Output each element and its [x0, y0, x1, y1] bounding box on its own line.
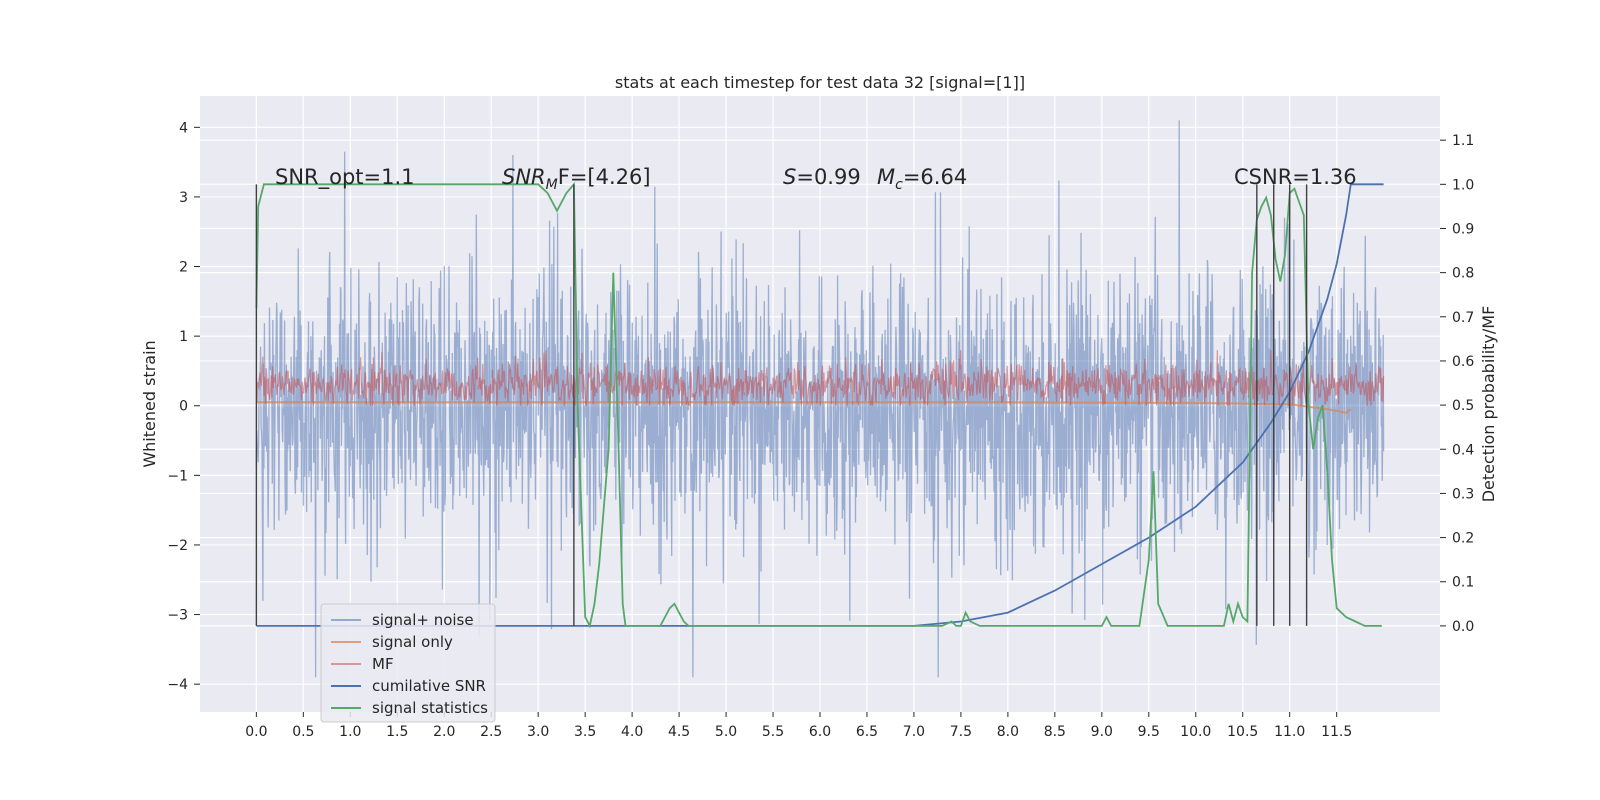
x-tick-label: 10.5 [1227, 724, 1258, 740]
x-tick-label: 6.0 [809, 724, 831, 740]
y-left-tick-label: −2 [167, 538, 188, 554]
annotation-s: S=0.99 [783, 165, 861, 189]
legend-label: signal statistics [372, 699, 488, 717]
y-left-tick-label: 3 [179, 190, 188, 206]
annotation-csnr: CSNR=1.36 [1234, 165, 1357, 189]
x-tick-label: 7.5 [950, 724, 972, 740]
x-tick-label: 9.5 [1138, 724, 1160, 740]
y-right-tick-label: 0.7 [1452, 310, 1474, 326]
x-tick-label: 9.0 [1091, 724, 1113, 740]
chart-title: stats at each timestep for test data 32 … [615, 73, 1025, 92]
x-tick-label: 8.5 [1044, 724, 1066, 740]
x-tick-label: 4.0 [621, 724, 643, 740]
x-tick-label: 7.0 [903, 724, 925, 740]
x-tick-label: 2.5 [480, 724, 502, 740]
x-tick-label: 1.5 [386, 724, 408, 740]
annotation-s-val: =0.99 [796, 165, 860, 189]
annotation-s-sym: S [783, 165, 796, 189]
y-right-tick-label: 0.6 [1452, 354, 1474, 370]
x-tick-label: 0.0 [245, 724, 267, 740]
annotation-snr-mf-sub: M [546, 177, 558, 193]
y-left-tick-label: −1 [167, 468, 188, 484]
x-axis-ticks: 0.0 0.5 1.0 1.5 2.0 2.5 3.0 3.5 4.0 4.5 5.0 5.5 6.0 6… [245, 712, 1352, 740]
y-left-tick-label: 1 [179, 329, 188, 345]
x-tick-label: 6.5 [856, 724, 878, 740]
y-left-tick-label: 4 [179, 120, 188, 136]
y-left-tick-label: −3 [167, 608, 188, 624]
x-tick-label: 1.0 [339, 724, 361, 740]
y-right-axis-ticks: 0.0 0.1 0.2 0.3 0.4 0.5 0.6 0.7 0.8 0.9 1.0 1.1 [1440, 133, 1474, 635]
y-right-tick-label: 0.0 [1452, 619, 1474, 635]
vertical-markers [255, 184, 1308, 626]
annotation-snr-opt: SNR_opt=1.1 [275, 165, 415, 190]
y-right-tick-label: 1.0 [1452, 177, 1474, 193]
y-right-tick-label: 0.3 [1452, 486, 1474, 502]
series-signal-noise [255, 120, 1385, 678]
x-tick-label: 5.0 [715, 724, 737, 740]
x-tick-label: 0.5 [292, 724, 314, 740]
y-right-tick-label: 0.9 [1452, 221, 1474, 237]
legend-label: signal+ noise [372, 611, 474, 629]
annotation-snr-mf-main: SNR [502, 165, 546, 189]
annotation-snr-mf-rest: F=[4.26] [558, 165, 651, 189]
series-signal-only [256, 401, 1352, 414]
y-left-axis-label: Whitened strain [140, 340, 159, 467]
x-tick-label: 11.5 [1321, 724, 1352, 740]
x-tick-label: 11.0 [1274, 724, 1305, 740]
series-mf [255, 350, 1385, 408]
series-signal-statistics [255, 181, 1382, 629]
annotation-group: SNR_opt=1.1 SNRMF=[4.26] S=0.99 Mc=6.64 … [275, 165, 1357, 193]
annotation-snr-mf: SNRMF=[4.26] [502, 165, 651, 193]
annotation-mc-val: =6.64 [903, 165, 967, 189]
y-left-tick-label: −4 [167, 677, 188, 693]
y-right-axis-label: Detection probability/MF [1479, 306, 1498, 503]
y-left-axis-ticks: −4 −3 −2 −1 0 1 2 3 4 [167, 120, 200, 693]
legend-label: cumilative SNR [372, 677, 486, 695]
y-right-tick-label: 0.8 [1452, 266, 1474, 282]
x-tick-label: 5.5 [762, 724, 784, 740]
x-tick-label: 2.0 [433, 724, 455, 740]
y-left-tick-label: 2 [179, 260, 188, 276]
x-tick-label: 4.5 [668, 724, 690, 740]
y-left-tick-label: 0 [179, 399, 188, 415]
x-tick-label: 8.0 [997, 724, 1019, 740]
y-right-tick-label: 1.1 [1452, 133, 1474, 149]
y-right-tick-label: 0.2 [1452, 531, 1474, 547]
legend-label: signal only [372, 633, 453, 651]
annotation-mc-sub: c [895, 177, 903, 193]
x-tick-label: 10.0 [1180, 724, 1211, 740]
y-right-tick-label: 0.4 [1452, 442, 1474, 458]
legend-label: MF [372, 655, 394, 673]
legend: signal+ noise signal only MF cumilative SNR… [320, 603, 496, 723]
legend-box [320, 603, 496, 723]
series-layer [255, 120, 1385, 678]
annotation-mc: Mc=6.64 [877, 165, 967, 193]
y-right-tick-label: 0.1 [1452, 575, 1474, 591]
x-tick-label: 3.0 [527, 724, 549, 740]
annotation-mc-sym: M [877, 165, 895, 189]
y-right-tick-label: 0.5 [1452, 398, 1474, 414]
x-tick-label: 3.5 [574, 724, 596, 740]
